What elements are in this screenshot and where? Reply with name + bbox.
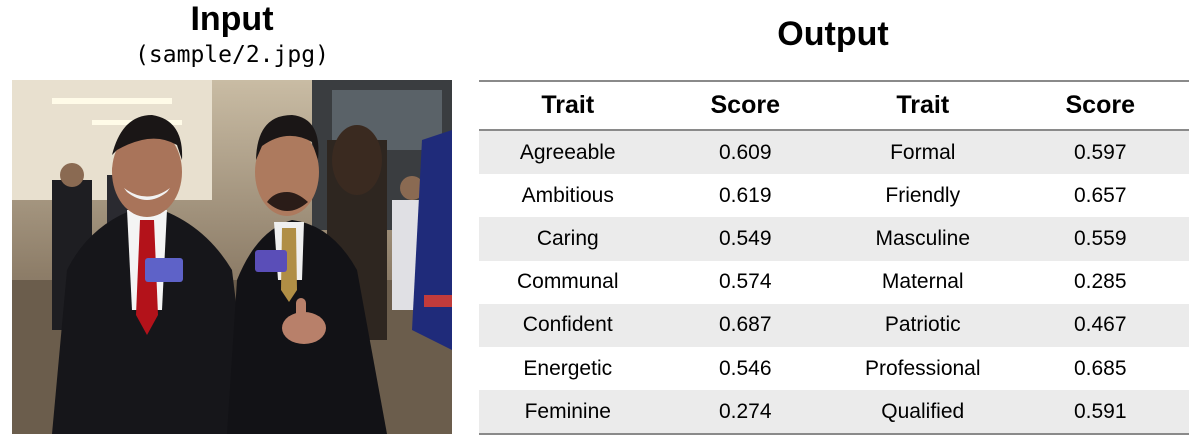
output-heading: Output [777,15,889,53]
trait-header: Trait [834,81,1012,131]
table-row: Feminine 0.274 Qualified 0.591 [479,390,1189,435]
score-cell: 0.549 [656,217,834,261]
trait-cell: Ambitious [521,183,614,207]
trait-cell: Formal [834,130,1012,175]
table-row: Agreeable 0.609 Formal 0.597 [479,130,1189,175]
score-cell: 0.285 [1073,270,1127,294]
score-cell: 0.597 [1011,130,1189,175]
table-row: Communal 0.574 Maternal 0.285 [479,261,1189,304]
score-cell: 0.559 [1011,217,1189,261]
trait-cell: Feminine [479,390,657,435]
table-row: Caring 0.549 Masculine 0.559 [479,217,1189,261]
trait-cell: Qualified [834,390,1012,435]
trait-cell: Patriotic [834,303,1012,347]
score-cell: 0.274 [656,390,834,435]
trait-cell: Masculine [834,217,1012,261]
trait-cell: Professional [864,356,981,380]
trait-cell: Communal [516,270,619,294]
trait-cell: Confident [479,303,657,347]
input-photo [12,80,452,434]
trait-cell: Energetic [523,356,613,380]
table-row: Energetic 0.546 Professional 0.685 [479,347,1189,390]
score-cell: 0.467 [1011,303,1189,347]
score-cell: 0.685 [1073,356,1127,380]
score-header: Score [656,81,834,131]
score-cell: 0.609 [656,130,834,175]
input-filename: (sample/2.jpg) [135,42,329,68]
trait-cell: Friendly [885,183,961,207]
score-cell: 0.657 [1073,183,1127,207]
trait-header: Trait [479,81,657,131]
table-row: Confident 0.687 Patriotic 0.467 [479,303,1189,347]
score-cell: 0.574 [718,270,772,294]
trait-cell: Agreeable [479,130,657,175]
score-cell: 0.687 [656,303,834,347]
input-heading: Input [190,0,274,38]
score-header: Score [1011,81,1189,131]
score-cell: 0.591 [1011,390,1189,435]
score-cell: 0.619 [718,183,772,207]
table-row: Ambitious 0.619 Friendly 0.657 [479,174,1189,217]
trait-cell: Caring [479,217,657,261]
trait-cell: Maternal [881,270,964,294]
score-cell: 0.546 [718,356,772,380]
trait-score-table: Trait Score Trait Score Agreeable 0.609 … [479,80,1189,436]
table-header-row: Trait Score Trait Score [479,81,1189,131]
